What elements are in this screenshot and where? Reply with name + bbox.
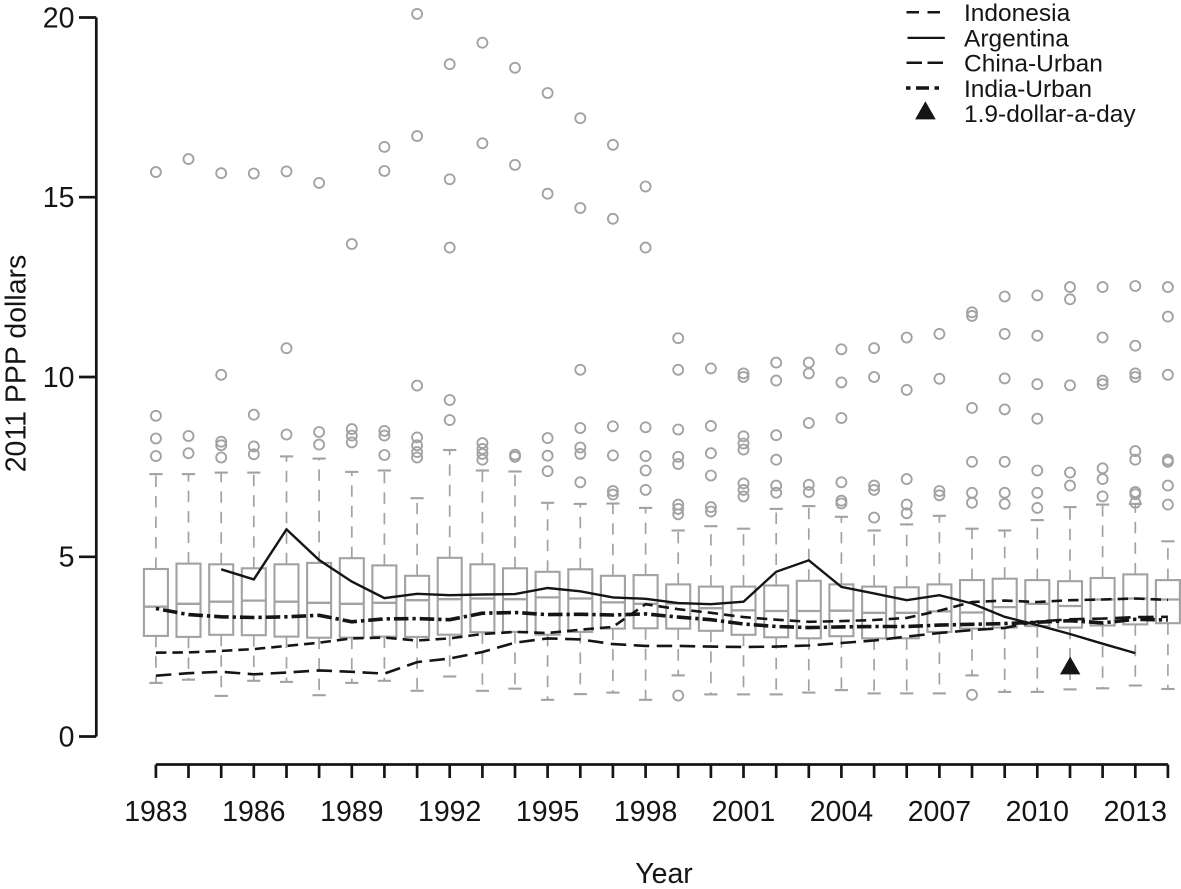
svg-text:0: 0	[59, 721, 75, 753]
svg-text:2004: 2004	[810, 796, 874, 828]
svg-text:2010: 2010	[1006, 796, 1069, 828]
svg-text:2011 PPP dollars: 2011 PPP dollars	[1, 255, 33, 473]
svg-text:2007: 2007	[908, 796, 971, 828]
svg-text:5: 5	[59, 542, 75, 574]
svg-text:1.9-dollar-a-day: 1.9-dollar-a-day	[964, 101, 1136, 128]
svg-text:2001: 2001	[712, 796, 775, 828]
svg-text:Year: Year	[635, 858, 693, 884]
svg-text:1998: 1998	[614, 796, 677, 828]
svg-text:20: 20	[43, 2, 75, 34]
svg-text:China-Urban: China-Urban	[964, 51, 1103, 78]
svg-text:1989: 1989	[320, 796, 383, 828]
svg-text:10: 10	[43, 362, 75, 394]
svg-text:1995: 1995	[516, 796, 579, 828]
svg-text:1986: 1986	[222, 796, 285, 828]
svg-text:Argentina: Argentina	[964, 26, 1069, 53]
svg-text:2013: 2013	[1104, 796, 1167, 828]
svg-text:1983: 1983	[124, 796, 187, 828]
svg-text:15: 15	[43, 182, 75, 214]
svg-text:Indonesia: Indonesia	[964, 0, 1071, 27]
svg-text:India-Urban: India-Urban	[964, 76, 1092, 103]
svg-text:1992: 1992	[418, 796, 481, 828]
